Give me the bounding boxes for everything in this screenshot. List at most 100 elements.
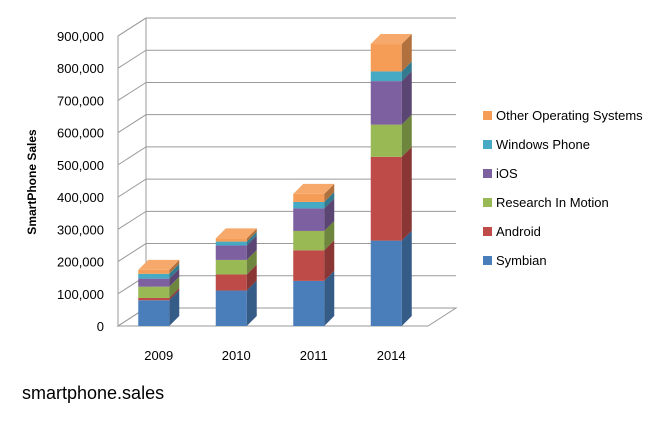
- bar-segment: [370, 61, 412, 82]
- bar-segment-front: [293, 280, 325, 326]
- bar-segment-side: [401, 230, 412, 326]
- bar-segment-side: [401, 71, 412, 125]
- bar-segment: [138, 290, 180, 326]
- bar-segment-front: [138, 273, 170, 279]
- bar-segment-front: [370, 44, 402, 72]
- bar-segment: [293, 191, 335, 209]
- bar-segment-side: [324, 183, 335, 202]
- legend-swatch: [483, 140, 492, 149]
- bar-segment: [370, 230, 412, 326]
- bar-segment-side: [246, 235, 257, 260]
- y-tick-label: 100,000: [57, 287, 104, 302]
- bar-segment-side: [401, 114, 412, 157]
- bar-segment-front: [370, 240, 402, 326]
- bar-segment: [215, 228, 257, 242]
- bar-segment-front: [370, 71, 402, 82]
- bar-segment-side: [324, 240, 335, 281]
- legend-label: iOS: [496, 166, 518, 181]
- bar-segment: [215, 249, 257, 275]
- y-tick-label: 700,000: [57, 93, 104, 108]
- bar-segment: [215, 231, 257, 246]
- bar-segment-front: [138, 300, 170, 326]
- gridline: [117, 49, 456, 69]
- legend-label: Symbian: [496, 253, 547, 268]
- legend-label: Android: [496, 224, 541, 239]
- y-tick-label: 0: [97, 319, 104, 334]
- y-tick-label: 500,000: [57, 158, 104, 173]
- bar-segment-side: [169, 276, 180, 298]
- bar-segment-side: [401, 34, 412, 72]
- bar-segment-side: [324, 270, 335, 326]
- legend-swatch: [483, 256, 492, 265]
- x-tick-labels: 2009 2010 2011 2014: [144, 348, 405, 363]
- bar-segment-front: [215, 241, 247, 246]
- bar-segment: [138, 259, 180, 274]
- legend-swatch: [483, 227, 492, 236]
- bar-segment-front: [138, 297, 170, 301]
- bar-segment-front: [370, 156, 402, 241]
- bar-segment-side: [324, 220, 335, 251]
- y-tick-label: 600,000: [57, 126, 104, 141]
- bar-segment-front: [138, 286, 170, 298]
- bar-segment: [138, 287, 180, 301]
- bar-segment-side: [324, 191, 335, 209]
- bar-segment-side: [169, 263, 180, 279]
- legend-label: Windows Phone: [496, 137, 590, 152]
- bar-top: [215, 228, 257, 239]
- gridline: [117, 146, 456, 166]
- bar-segment: [138, 276, 180, 298]
- bar-segment-front: [138, 269, 170, 274]
- legend: Other Operating Systems Windows Phone iOS R…: [483, 108, 643, 268]
- bar-segment: [370, 146, 412, 241]
- gridline: [117, 210, 456, 230]
- bar-segment-front: [215, 238, 247, 242]
- bar-segment: [215, 235, 257, 260]
- bar-segment: [293, 270, 335, 326]
- stacked-bar-chart: 0 100,000 200,000 300,000 400,000 500,000 600,…: [25, 17, 643, 363]
- bar-top: [370, 34, 412, 45]
- bar-segment-front: [215, 259, 247, 275]
- y-tick-label: 200,000: [57, 255, 104, 270]
- gridline: [117, 81, 456, 101]
- bar-segment: [293, 198, 335, 231]
- bar-segment: [370, 114, 412, 157]
- gridlines: [117, 17, 456, 327]
- bar-top: [138, 259, 180, 270]
- gridline: [117, 178, 456, 198]
- bar-segment-side: [246, 280, 257, 326]
- bar-segment-front: [293, 208, 325, 231]
- legend-label: Research In Motion: [496, 195, 609, 210]
- y-tick-label: 800,000: [57, 61, 104, 76]
- y-tick-label: 300,000: [57, 222, 104, 237]
- bar-segment-side: [324, 198, 335, 231]
- bar-segment-side: [169, 268, 180, 287]
- y-tick-label: 400,000: [57, 190, 104, 205]
- bar-segment: [138, 263, 180, 279]
- legend-swatch: [483, 111, 492, 120]
- legend-swatch: [483, 198, 492, 207]
- bar-top: [293, 183, 335, 194]
- bar-segment: [138, 268, 180, 287]
- bar-segment: [370, 71, 412, 125]
- bar-segment-front: [215, 290, 247, 326]
- bar-segment-front: [215, 245, 247, 260]
- bar-segment-front: [138, 278, 170, 287]
- bar-segment-front: [370, 124, 402, 157]
- bar-segment-side: [401, 146, 412, 241]
- x-tick-label: 2011: [300, 348, 328, 363]
- bar-segment-side: [169, 287, 180, 301]
- bar-segment-front: [293, 230, 325, 251]
- x-tick-label: 2009: [144, 348, 173, 363]
- bar-segment-front: [293, 201, 325, 209]
- bar-segment-front: [293, 193, 325, 202]
- legend-label: Other Operating Systems: [496, 108, 643, 123]
- x-tick-label: 2010: [222, 348, 251, 363]
- bar-segment: [293, 220, 335, 251]
- bar-segment-side: [246, 231, 257, 246]
- bar-segment-side: [169, 259, 180, 274]
- bar-segment-side: [401, 61, 412, 82]
- image-caption: smartphone.sales: [22, 383, 165, 403]
- y-axis-label: SmartPhone Sales: [25, 129, 39, 235]
- y-tick-labels: 0 100,000 200,000 300,000 400,000 500,000 600,…: [57, 29, 104, 334]
- bar-segment-side: [246, 228, 257, 242]
